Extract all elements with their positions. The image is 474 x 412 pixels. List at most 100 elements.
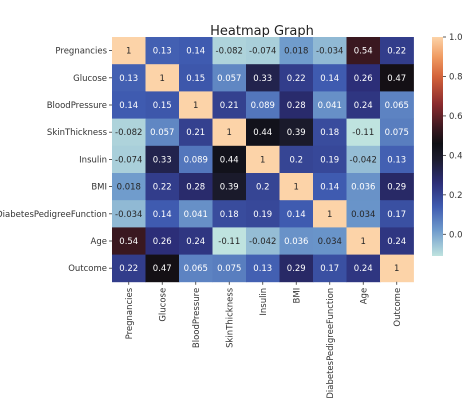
cell-value-label: 0.47 bbox=[153, 264, 172, 274]
heatmap-cell bbox=[179, 173, 213, 201]
cell-value-label: 0.14 bbox=[119, 101, 138, 111]
cell-value-label: 0.54 bbox=[354, 47, 373, 57]
cell-value-label: 0.18 bbox=[220, 210, 239, 220]
cell-value-label: 0.036 bbox=[351, 183, 375, 193]
cell-value-label: 0.14 bbox=[320, 183, 339, 193]
cell-value-label: -0.034 bbox=[316, 47, 343, 57]
cell-value-label: 0.33 bbox=[253, 74, 272, 84]
heatmap-cell bbox=[112, 118, 146, 147]
cell-value-label: 0.22 bbox=[153, 183, 172, 193]
heatmap-cell bbox=[145, 145, 180, 174]
cell-value-label: 0.057 bbox=[217, 74, 241, 84]
cell-value-label: 0.065 bbox=[385, 101, 409, 111]
x-tick-label: BMI bbox=[292, 288, 302, 304]
cell-value-label: 0.018 bbox=[284, 47, 308, 57]
colorbar-ticks: 0.0 0.2 0.4 0.6 0.8 1.0 bbox=[443, 33, 463, 240]
cell-value-label: 0.24 bbox=[387, 237, 406, 247]
cell-value-label: 0.089 bbox=[251, 101, 275, 111]
cell-value-label: 0.075 bbox=[385, 128, 409, 138]
heatmap-cell bbox=[112, 91, 146, 119]
cell-value-label: 0.14 bbox=[320, 74, 339, 84]
cell-value-label: -0.11 bbox=[352, 128, 374, 138]
heatmap-cell bbox=[145, 227, 180, 255]
heatmap-cell bbox=[179, 200, 213, 228]
heatmap-cell bbox=[212, 254, 247, 283]
cell-value-label: 0.21 bbox=[220, 101, 239, 111]
cell-value-label: 1 bbox=[394, 264, 399, 274]
heatmap-cell bbox=[279, 37, 314, 65]
cell-value-label: 0.18 bbox=[320, 128, 339, 138]
heatmap-cell bbox=[179, 145, 213, 174]
cell-value-label: 0.44 bbox=[220, 155, 239, 165]
cell-value-label: 0.065 bbox=[184, 264, 208, 274]
cell-value-label: -0.074 bbox=[115, 155, 142, 165]
heatmap-cell bbox=[346, 91, 381, 119]
heatmap-cell bbox=[212, 145, 247, 174]
heatmap-cell bbox=[380, 173, 414, 201]
heatmap-cell bbox=[313, 145, 347, 174]
cell-value-label: 0.29 bbox=[387, 183, 406, 193]
cell-value-label: 0.14 bbox=[153, 210, 172, 220]
cell-value-label: -0.082 bbox=[216, 47, 243, 57]
heatmap-cell bbox=[313, 37, 347, 65]
cell-value-label: 1 bbox=[260, 155, 265, 165]
heatmap-cell bbox=[313, 118, 347, 147]
heatmap-cell bbox=[212, 37, 247, 65]
cell-value-label: 0.28 bbox=[186, 183, 205, 193]
y-tick-labels: Pregnancies Glucose BloodPressure SkinThick… bbox=[0, 47, 112, 274]
heatmap-cell bbox=[279, 227, 314, 255]
heatmap-cell bbox=[380, 64, 414, 92]
colorbar-tick-label: 0.6 bbox=[449, 112, 463, 122]
colorbar: 0.0 0.2 0.4 0.6 0.8 1.0 bbox=[432, 33, 463, 256]
y-tick-label: Glucose bbox=[73, 74, 107, 84]
cell-value-label: 0.21 bbox=[186, 128, 205, 138]
cell-value-label: 0.19 bbox=[253, 210, 272, 220]
heatmap-cell bbox=[346, 200, 381, 228]
cell-value-label: 0.2 bbox=[289, 155, 303, 165]
heatmap-cell bbox=[145, 173, 180, 201]
cell-value-label: -0.042 bbox=[249, 237, 276, 247]
y-tick-label: BloodPressure bbox=[47, 101, 107, 111]
heatmap-cell bbox=[380, 37, 414, 65]
cell-value-label: 0.24 bbox=[354, 101, 373, 111]
cell-value-label: 0.034 bbox=[318, 237, 342, 247]
heatmap-cell bbox=[346, 64, 381, 92]
cell-value-label: 0.13 bbox=[387, 155, 406, 165]
y-tick-label: Pregnancies bbox=[55, 47, 107, 57]
heatmap-cell bbox=[179, 254, 213, 283]
cell-value-label: 0.26 bbox=[354, 74, 373, 84]
chart-title: Heatmap Graph bbox=[210, 24, 314, 39]
heatmap-cell bbox=[212, 173, 247, 201]
cell-value-label: 1 bbox=[193, 101, 198, 111]
x-tick-label: Pregnancies bbox=[125, 287, 135, 339]
heatmap-cell bbox=[145, 91, 180, 119]
heatmap-cell bbox=[246, 227, 280, 255]
x-tick-label: SkinThickness bbox=[225, 287, 235, 348]
heatmap-cell bbox=[112, 173, 146, 201]
y-tick-label: Age bbox=[91, 237, 107, 247]
colorbar-tick-label: 0.2 bbox=[449, 191, 463, 201]
cell-value-label: 0.28 bbox=[287, 101, 306, 111]
heatmap-cell bbox=[313, 254, 347, 283]
cell-value-label: 0.14 bbox=[186, 47, 205, 57]
heatmap-cell bbox=[112, 227, 146, 255]
colorbar-tick-label: 0.4 bbox=[449, 151, 463, 161]
x-tick-label: Insulin bbox=[259, 288, 269, 316]
heatmap-cell bbox=[246, 254, 280, 283]
heatmap-cell bbox=[279, 173, 314, 201]
heatmap-cell bbox=[112, 145, 146, 174]
cell-value-label: 0.22 bbox=[287, 74, 306, 84]
heatmap-cell bbox=[346, 227, 381, 255]
heatmap-cell bbox=[313, 91, 347, 119]
heatmap-cell bbox=[145, 118, 180, 147]
cell-value-label: 0.24 bbox=[354, 264, 373, 274]
heatmap-cell bbox=[246, 200, 280, 228]
heatmap-cell bbox=[246, 145, 280, 174]
x-tick-labels: Pregnancies Glucose BloodPressure SkinThick… bbox=[125, 281, 403, 399]
y-tick-label: SkinThickness bbox=[47, 128, 108, 138]
cell-value-label: 1 bbox=[160, 74, 165, 84]
heatmap-cell bbox=[212, 200, 247, 228]
heatmap-cell bbox=[279, 200, 314, 228]
heatmap-cell bbox=[145, 64, 180, 92]
